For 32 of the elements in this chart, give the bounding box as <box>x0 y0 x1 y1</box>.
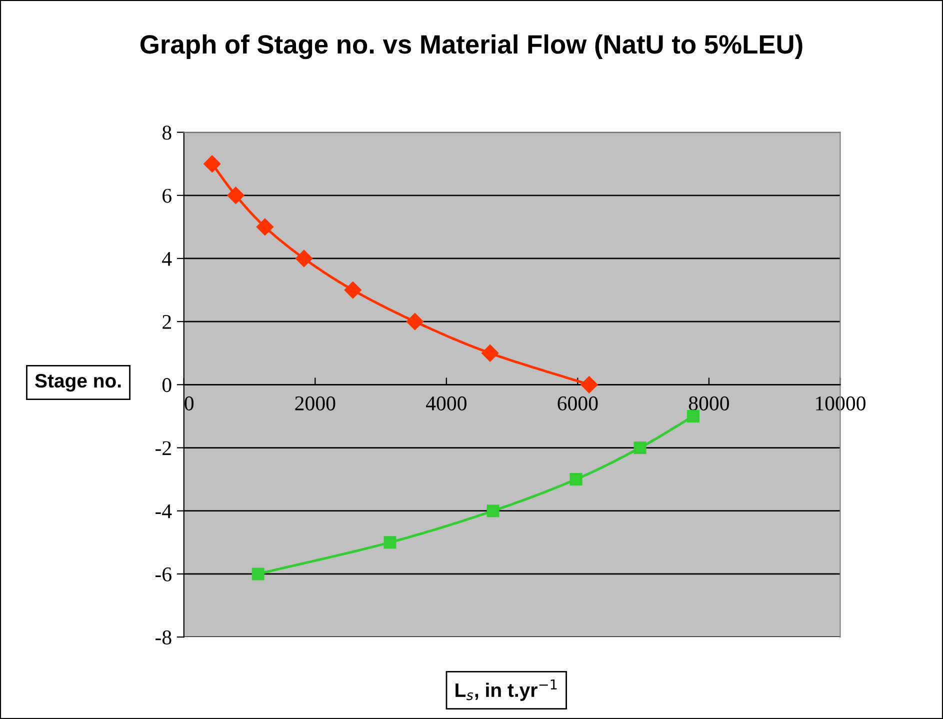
point <box>580 376 598 394</box>
point <box>344 281 362 299</box>
y-tick-label: -8 <box>156 630 172 644</box>
point <box>384 536 396 549</box>
y-tick-label: 6 <box>162 188 172 203</box>
x-axis-title: L$_{s}$, in t.yr$^{−1}$ <box>456 679 557 701</box>
x-tick-label: 0 <box>184 396 194 410</box>
point <box>570 473 582 486</box>
y-tick-label: 4 <box>162 252 172 266</box>
y-tick-label: 2 <box>162 315 171 329</box>
y-axis-title: Stage no. <box>35 374 121 392</box>
point <box>204 155 221 172</box>
x-tick-label: 10000 <box>816 396 866 410</box>
point <box>406 313 424 330</box>
y-tick-label: -4 <box>156 504 172 518</box>
point <box>686 410 700 422</box>
point <box>486 504 500 518</box>
x-tick-label: 4000 <box>426 396 466 410</box>
point <box>256 218 274 236</box>
y-tick-label: -2 <box>156 441 171 455</box>
x-tick-label: 8000 <box>688 396 729 410</box>
point <box>252 568 264 580</box>
x-tick-label: 2000 <box>295 396 336 410</box>
point <box>295 250 313 268</box>
point <box>482 344 499 362</box>
point <box>227 186 244 204</box>
x-tick-label: 6000 <box>558 396 598 410</box>
y-tick-label: 0 <box>162 378 172 392</box>
point <box>634 442 646 454</box>
y-tick-label: -6 <box>156 567 172 582</box>
chart-title: Graph of Stage no. vs Material Flow (NatU to 5%LEU) <box>140 34 802 60</box>
y-tick-label: 8 <box>162 126 172 140</box>
